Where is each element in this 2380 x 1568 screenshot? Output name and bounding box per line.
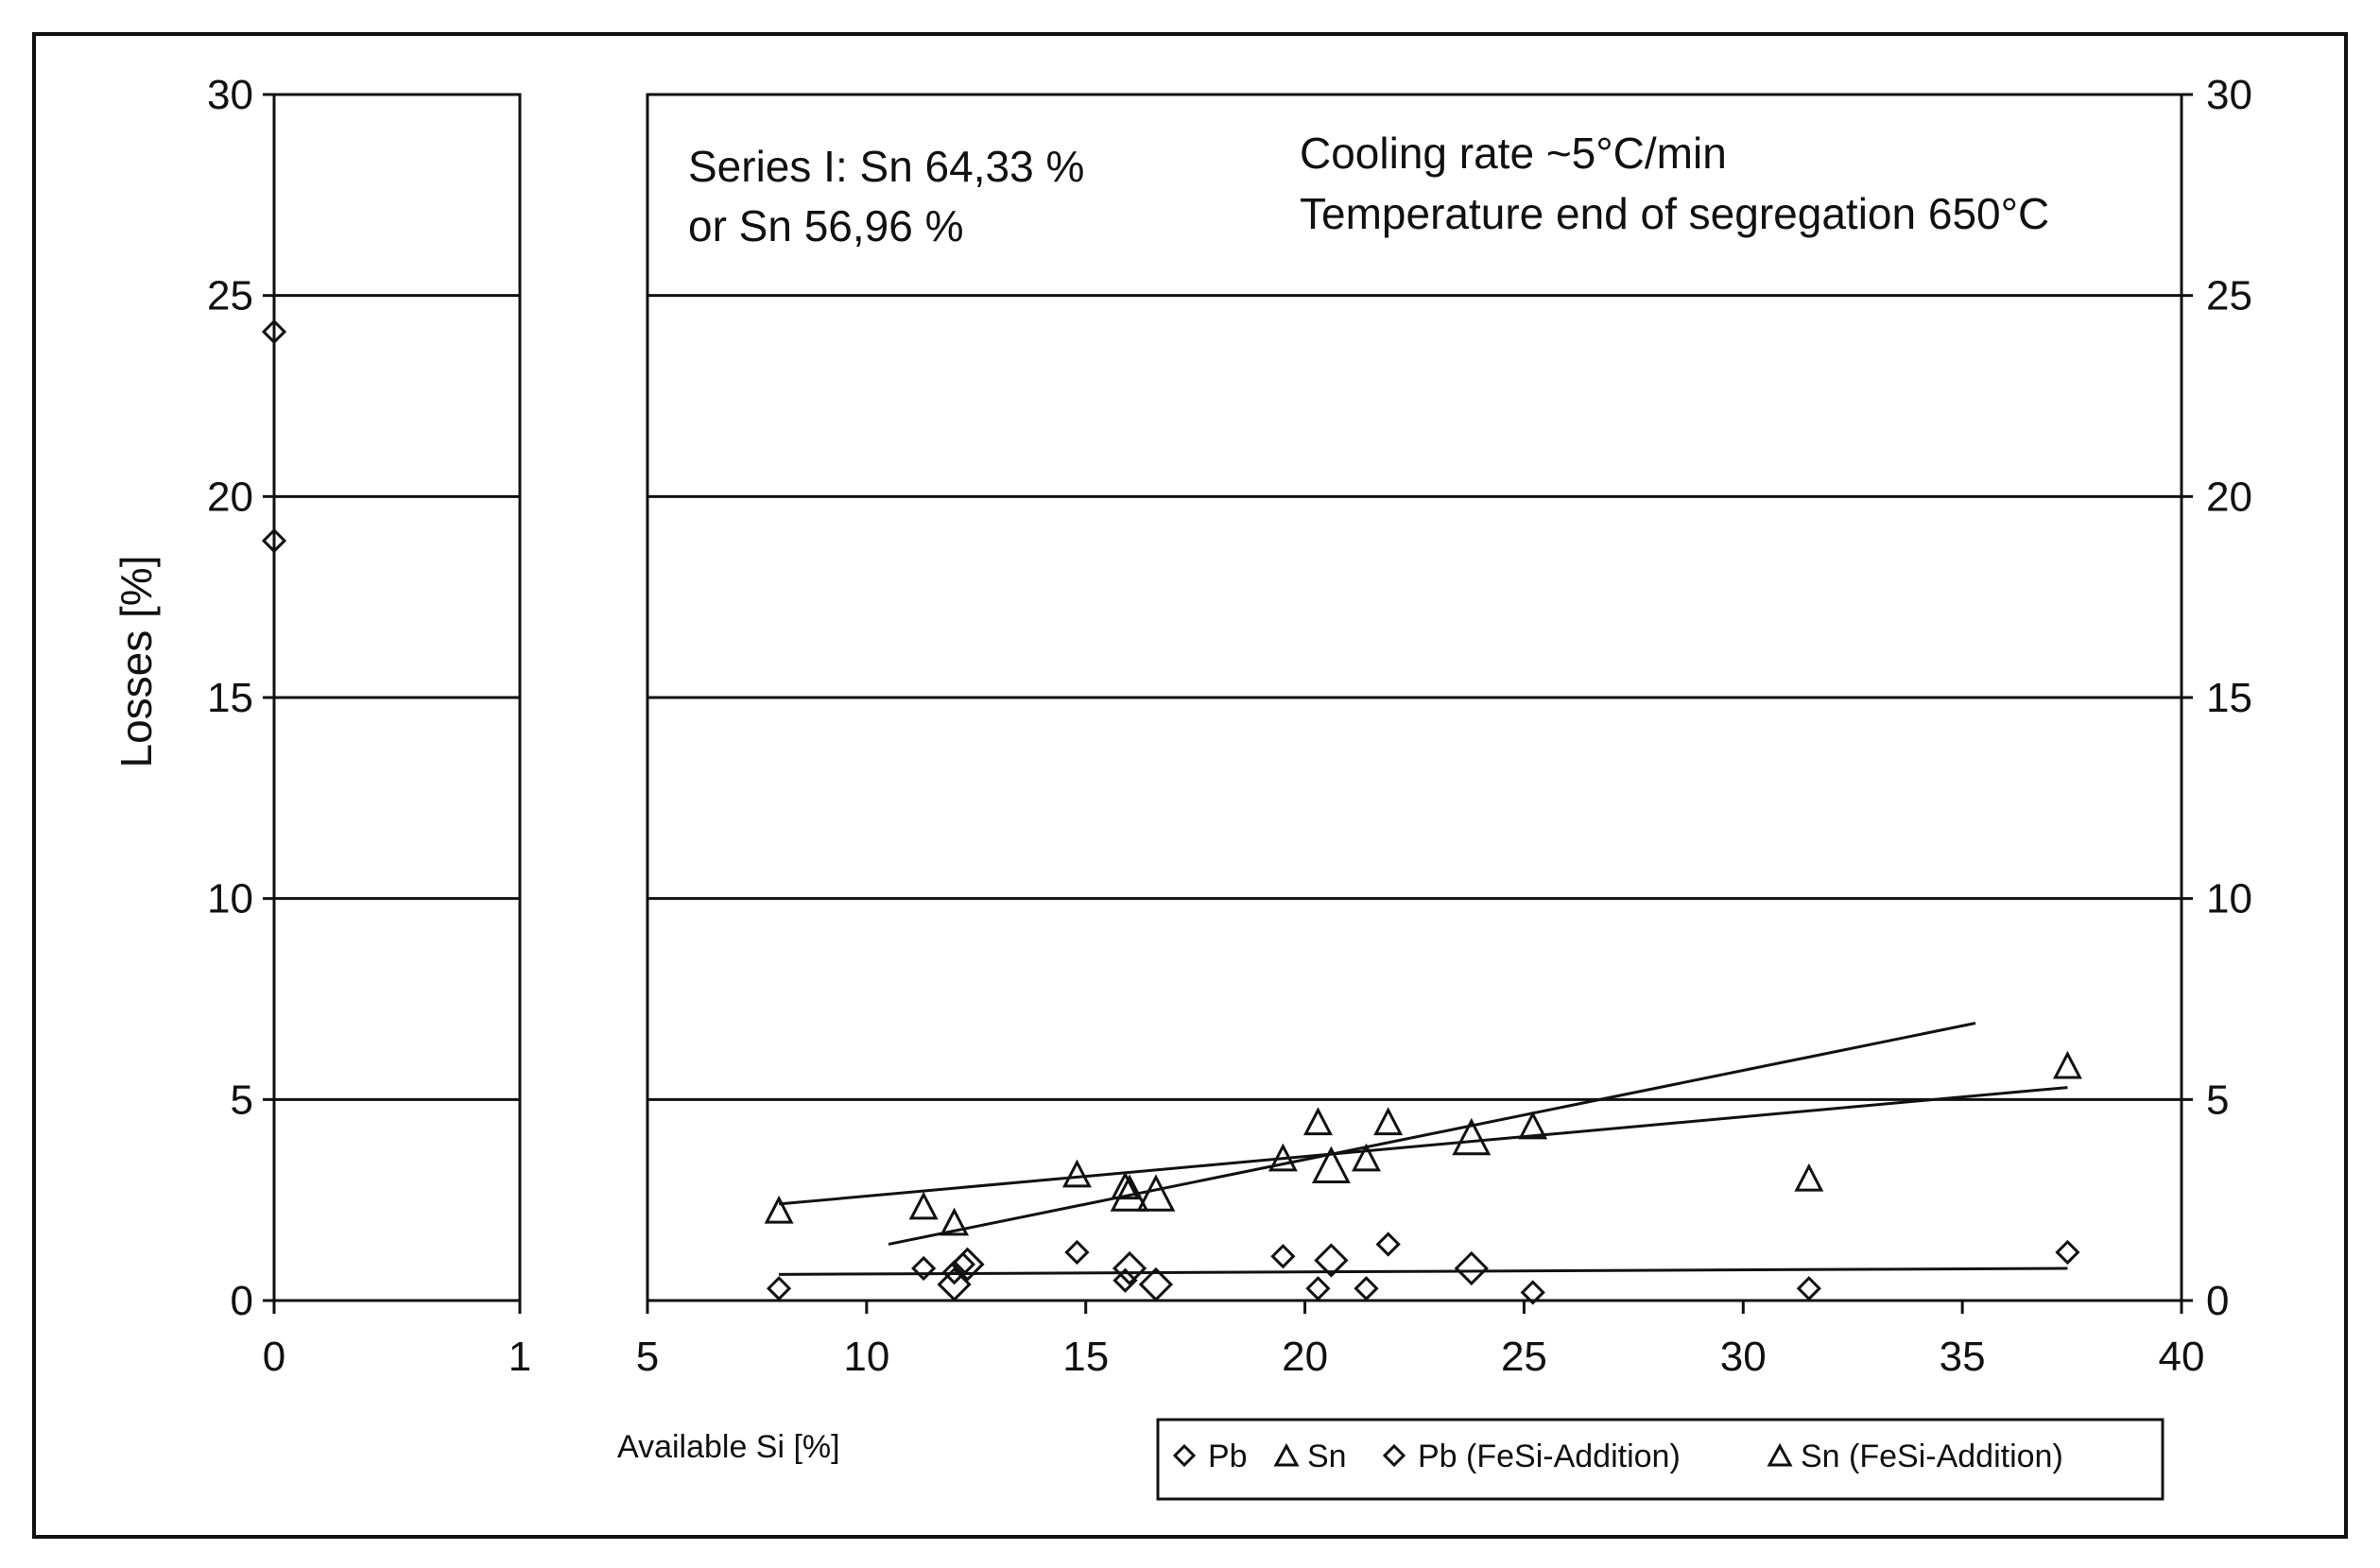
marker-pb xyxy=(1520,1280,1545,1305)
marker-sn xyxy=(1268,1143,1298,1172)
legend-sn-marker xyxy=(1273,1442,1300,1467)
marker-sn xyxy=(1352,1143,1381,1172)
trendline-3 xyxy=(779,1266,2068,1276)
series-annotation-line1: Series I: Sn 64,33 % xyxy=(688,142,1084,191)
marker-sn xyxy=(908,1191,939,1220)
x-tick-label-main: 15 xyxy=(1062,1334,1109,1380)
marker-pb-fesi-addition xyxy=(937,1266,972,1302)
y-tick-label-right: 20 xyxy=(2206,474,2252,520)
x-tick-label-main: 35 xyxy=(1940,1334,1986,1380)
y-axis-left: 0 5 10 15 20 25 30 xyxy=(207,72,274,1324)
x-tick-label-main: 25 xyxy=(1501,1334,1547,1380)
trendlines xyxy=(778,1022,2068,1276)
marker-sn xyxy=(2052,1050,2082,1079)
marker-pb xyxy=(1064,1239,1090,1266)
y-tick-label-right: 30 xyxy=(2206,72,2252,118)
marker-sn xyxy=(1794,1163,1824,1192)
x-tick-label-main: 10 xyxy=(843,1334,889,1380)
y-axis-right: 0 5 10 15 20 25 30 xyxy=(2182,72,2252,1324)
series-annotation-line2: or Sn 56,96 % xyxy=(688,201,964,250)
marker-pb xyxy=(1796,1276,1821,1301)
y-tick-label-left: 20 xyxy=(207,474,253,520)
marker-sn-fesi-addition xyxy=(1311,1146,1351,1183)
marker-pb xyxy=(941,1260,967,1285)
marker-pb xyxy=(1112,1267,1138,1293)
marker-sn xyxy=(1303,1107,1333,1136)
marker-sn xyxy=(1110,1171,1140,1200)
marker-pb xyxy=(911,1255,937,1282)
x-tick-label-left: 0 xyxy=(263,1334,285,1380)
x-axis-main-panel: 5 10 15 20 25 30 35 40 xyxy=(636,1301,2205,1380)
legend-pb-marker xyxy=(1172,1443,1197,1468)
x-tick-label-main: 5 xyxy=(636,1334,659,1380)
y-tick-label-left: 10 xyxy=(207,876,253,922)
y-tick-label-right: 5 xyxy=(2206,1077,2229,1123)
legend-pb-label: Pb xyxy=(1208,1439,1248,1474)
marker-sn xyxy=(940,1207,970,1236)
temperature-annotation: Temperature end of segregation 650°C xyxy=(1300,189,2049,238)
y-tick-label-left: 25 xyxy=(207,273,253,319)
marker-pb-left xyxy=(261,319,287,345)
marker-pb xyxy=(1270,1244,1296,1269)
marker-sn-fesi-addition xyxy=(1452,1117,1492,1156)
marker-pb xyxy=(766,1276,792,1301)
data-markers xyxy=(261,319,2082,1305)
x-tick-label-main: 20 xyxy=(1282,1334,1328,1380)
trendline-2 xyxy=(888,1022,1976,1246)
legend-sn-fesi-label: Sn (FeSi-Addition) xyxy=(1801,1439,2063,1474)
y-tick-label-left: 5 xyxy=(231,1077,253,1123)
y-tick-label-right: 10 xyxy=(2206,876,2252,922)
y-tick-label-left: 0 xyxy=(231,1278,253,1324)
marker-pb-fesi-addition xyxy=(1454,1250,1489,1286)
marker-sn-fesi-addition xyxy=(1136,1174,1176,1212)
marker-pb-fesi-addition xyxy=(1138,1266,1174,1302)
marker-pb-fesi-addition xyxy=(1112,1250,1147,1286)
marker-pb-fesi-addition xyxy=(1314,1243,1349,1278)
marker-sn xyxy=(1518,1111,1548,1140)
y-tick-label-right: 15 xyxy=(2206,675,2252,721)
x-tick-label-main: 40 xyxy=(2159,1334,2205,1380)
cooling-rate-annotation: Cooling rate ~5°C/min xyxy=(1300,129,1727,178)
legend-sn-fesi-marker xyxy=(1767,1442,1793,1467)
x-axis-title: Available Si [%] xyxy=(617,1429,840,1465)
y-axis-title: Losses [%] xyxy=(112,556,161,768)
x-tick-label-main: 30 xyxy=(1720,1334,1767,1380)
marker-pb-left xyxy=(261,527,287,554)
legend-pb-fesi-label: Pb (FeSi-Addition) xyxy=(1418,1439,1681,1474)
marker-pb xyxy=(1354,1276,1379,1301)
y-tick-label-right: 0 xyxy=(2206,1278,2229,1324)
marker-pb xyxy=(2055,1239,2080,1266)
y-tick-label-left: 30 xyxy=(207,72,253,118)
marker-sn xyxy=(764,1195,794,1224)
y-tick-label-right: 25 xyxy=(2206,273,2252,319)
legend: Pb Sn Pb (FeSi-Addition) Sn (FeSi-Additi… xyxy=(1156,1418,2164,1501)
legend-box xyxy=(1156,1418,2164,1501)
marker-sn xyxy=(1373,1107,1404,1136)
y-tick-label-left: 15 xyxy=(207,675,253,721)
marker-pb xyxy=(1375,1232,1401,1257)
marker-pb-fesi-addition xyxy=(950,1247,985,1282)
marker-pb xyxy=(1305,1276,1331,1301)
legend-pb-fesi-marker xyxy=(1382,1443,1406,1468)
legend-sn-label: Sn xyxy=(1307,1439,1347,1474)
trendline-1 xyxy=(778,1086,2068,1206)
x-tick-label-left: 1 xyxy=(509,1334,531,1380)
figure-border xyxy=(32,32,2348,1539)
marker-sn xyxy=(1061,1159,1092,1188)
marker-sn-fesi-addition xyxy=(1110,1174,1149,1212)
